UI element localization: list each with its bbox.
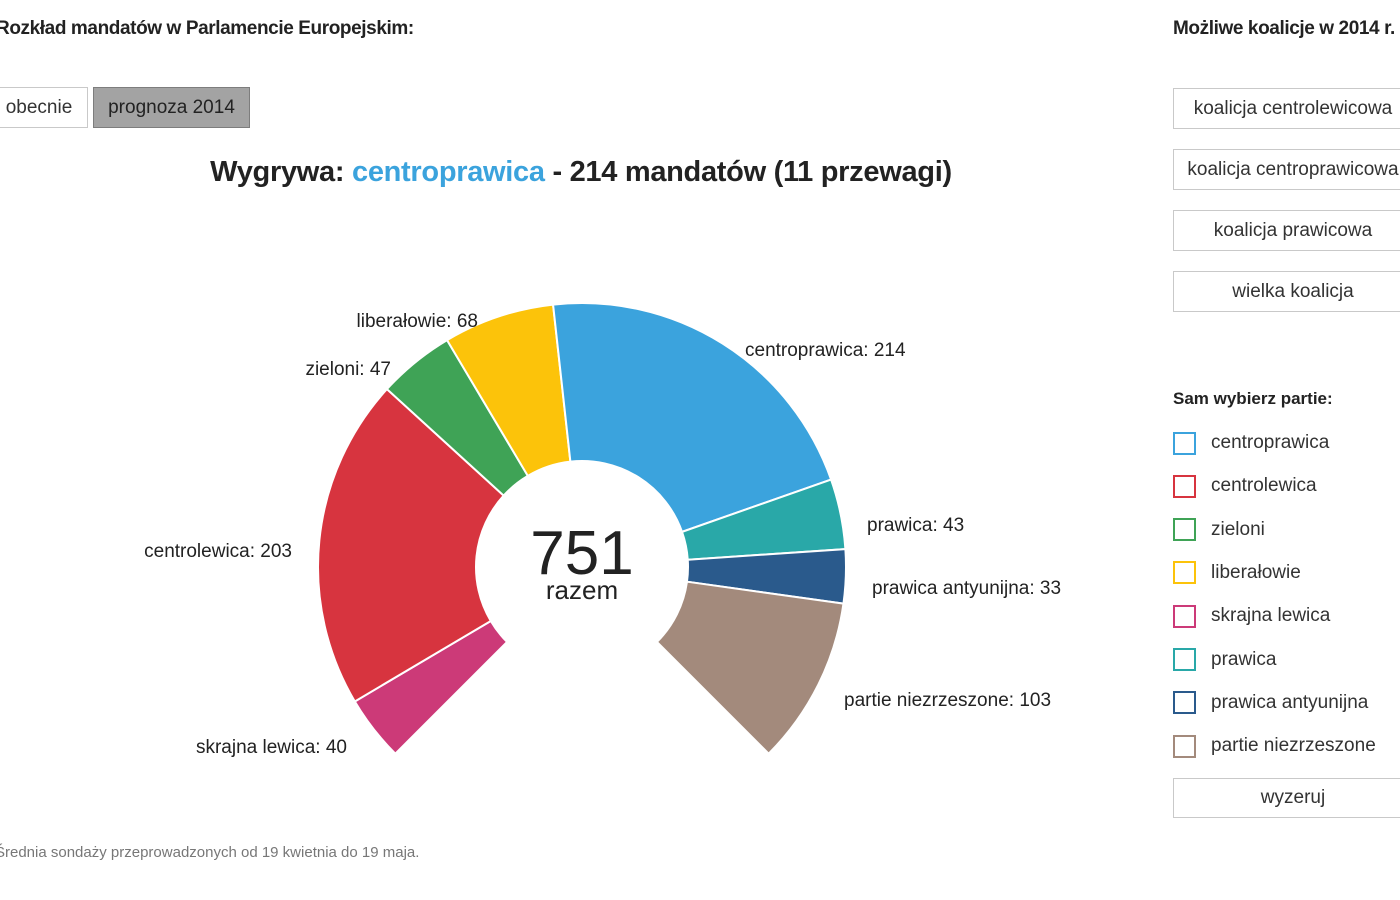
winner-suffix: - 214 mandatów (11 przewagi) — [544, 156, 952, 188]
party-checkbox[interactable] — [1173, 734, 1196, 758]
segment-centroprawica[interactable] — [551, 302, 833, 534]
party-checkbox[interactable] — [1173, 561, 1196, 585]
party-option[interactable]: centrolewica — [1173, 471, 1317, 501]
winner-party: centroprawica — [351, 156, 545, 188]
party-option[interactable]: prawica antyunijna — [1173, 688, 1368, 718]
segment-label: skrajna lewica: 40 — [196, 737, 347, 758]
segment-label: liberałowie: 68 — [357, 311, 478, 332]
coalition-button-4[interactable]: wielka koalicja — [1173, 271, 1400, 312]
party-name: zieloni — [1211, 518, 1265, 540]
party-option[interactable]: partie niezrzeszone — [1173, 731, 1376, 761]
party-checkbox[interactable] — [1173, 691, 1196, 715]
segment-label: zieloni: 47 — [305, 359, 391, 380]
party-name: prawica — [1211, 648, 1277, 670]
party-picker-heading: Sam wybierz partie: — [1173, 389, 1333, 408]
winner-title: Wygrywa: centroprawica - 214 mandatów (1… — [0, 156, 1162, 189]
party-checkbox[interactable] — [1173, 518, 1196, 542]
segment-label: partie niezrzeszone: 103 — [844, 690, 1051, 711]
party-option[interactable]: centroprawica — [1173, 428, 1329, 458]
coalitions-heading: Możliwe koalicje w 2014 r. — [1173, 18, 1395, 39]
current-button[interactable]: obecnie — [0, 87, 88, 128]
party-name: skrajna lewica — [1211, 605, 1331, 627]
forecast-2014-button[interactable]: prognoza 2014 — [93, 87, 250, 128]
party-name: centroprawica — [1211, 432, 1330, 453]
party-name: liberałowie — [1211, 561, 1301, 583]
segment-label: prawica: 43 — [867, 515, 964, 536]
total-seats: 751 — [530, 519, 633, 588]
segment-centrolewica[interactable] — [317, 387, 506, 703]
chart-heading: Rozkład mandatów w Parlamencie Europejsk… — [0, 18, 414, 39]
segment-label: centrolewica: 203 — [144, 541, 292, 562]
party-option[interactable]: liberałowie — [1173, 558, 1301, 588]
coalition-button-3[interactable]: koalicja prawicowa — [1173, 210, 1400, 251]
reset-button[interactable]: wyzeruj — [1173, 778, 1400, 818]
party-option[interactable]: zieloni — [1173, 515, 1265, 545]
segment-partie-niezrzeszone[interactable] — [655, 580, 845, 756]
footnote: Średnia sondaży przeprowadzonych od 19 k… — [0, 844, 420, 861]
party-checkbox[interactable] — [1173, 474, 1196, 498]
party-checkbox[interactable] — [1173, 648, 1196, 671]
party-checkbox[interactable] — [1173, 604, 1196, 628]
party-checkbox[interactable] — [1173, 431, 1196, 455]
coalition-button-1[interactable]: koalicja centrolewicowa — [1173, 88, 1400, 129]
segment-label: prawica antyunijna: 33 — [872, 578, 1061, 599]
coalition-button-2[interactable]: koalicja centroprawicowa — [1173, 149, 1400, 190]
party-option[interactable]: prawica — [1173, 645, 1276, 675]
total-caption: razem — [546, 575, 618, 605]
seat-distribution-chart: skrajna lewica: 40 centrolewica: 203 zielo… — [144, 302, 1061, 758]
party-name: partie niezrzeszone — [1211, 735, 1376, 757]
party-name: centrolewica — [1211, 475, 1317, 497]
party-name: prawica antyunijna — [1211, 691, 1369, 713]
party-option[interactable]: skrajna lewica — [1173, 601, 1330, 631]
segment-label: centroprawica: 214 — [745, 340, 906, 361]
winner-prefix: Wygrywa: — [210, 156, 352, 188]
